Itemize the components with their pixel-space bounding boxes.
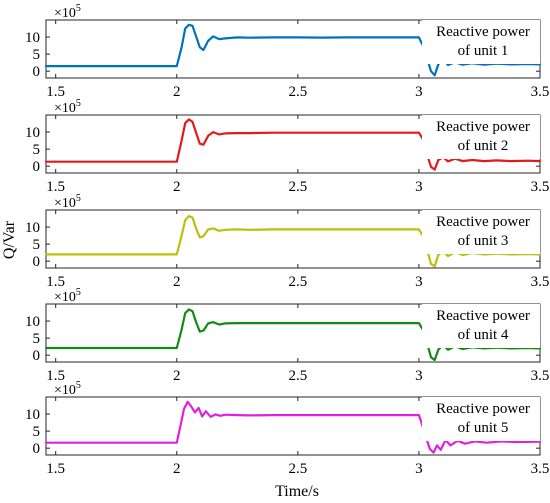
x-tick-label: 3.5	[531, 368, 550, 384]
y-tick-label: 10	[25, 30, 40, 46]
y-multiplier-label: ×105	[54, 98, 81, 116]
legend-label-line-1: Reactive power	[436, 119, 530, 135]
legend-label-line-2: of unit 1	[458, 43, 509, 59]
y-tick-label: 5	[33, 47, 41, 63]
x-tick-label: 1.5	[46, 274, 65, 290]
x-tick-label: 2	[173, 461, 181, 477]
y-tick-label: 5	[33, 142, 41, 158]
x-tick-label: 2	[173, 179, 181, 195]
legend-label-line-1: Reactive power	[436, 401, 530, 417]
series-line-unit-3	[44, 215, 542, 268]
x-tick-label: 1.5	[46, 461, 65, 477]
x-tick-label: 2	[173, 84, 181, 100]
legend-label-line-1: Reactive power	[436, 24, 530, 40]
y-tick-label: 5	[33, 237, 41, 253]
legend-label-line-1: Reactive power	[436, 308, 530, 324]
x-tick-label: 2.5	[288, 461, 307, 477]
y-tick-label: 0	[33, 159, 41, 175]
y-tick-label: 0	[33, 254, 41, 270]
legend-label-line-2: of unit 5	[458, 420, 509, 436]
y-multiplier-label: ×105	[54, 193, 81, 211]
legend-box	[422, 397, 540, 441]
series-line-unit-4	[44, 308, 542, 362]
x-axis-label: Time/s	[275, 483, 319, 500]
y-multiplier-label: ×105	[54, 287, 81, 305]
legend-label-line-2: of unit 3	[458, 233, 509, 249]
y-tick-label: 5	[33, 331, 41, 347]
x-tick-label: 3	[415, 368, 423, 384]
y-tick-label: 0	[33, 64, 41, 80]
legend-label-line-2: of unit 4	[458, 327, 509, 343]
x-tick-label: 1.5	[46, 84, 65, 100]
legend-label-line-2: of unit 2	[458, 138, 509, 154]
x-tick-label: 2.5	[288, 179, 307, 195]
x-tick-label: 3.5	[531, 274, 550, 290]
series-line-unit-5	[44, 400, 542, 454]
legend-box	[422, 20, 540, 64]
legend-label-line-1: Reactive power	[436, 214, 530, 230]
y-tick-label: 0	[33, 348, 41, 364]
x-tick-label: 2	[173, 368, 181, 384]
y-axis-label: Q/Var	[1, 220, 18, 259]
x-tick-label: 3	[415, 274, 423, 290]
x-tick-label: 2.5	[288, 368, 307, 384]
legend-box	[422, 210, 540, 254]
x-tick-label: 1.5	[46, 368, 65, 384]
y-tick-label: 5	[33, 424, 41, 440]
x-tick-label: 2.5	[288, 84, 307, 100]
x-tick-label: 3.5	[531, 179, 550, 195]
y-multiplier-label: ×105	[54, 380, 81, 398]
y-tick-label: 10	[25, 407, 40, 423]
series-line-unit-2	[44, 118, 542, 171]
x-tick-label: 3.5	[531, 461, 550, 477]
y-tick-label: 10	[25, 220, 40, 236]
y-multiplier-label: ×105	[54, 3, 81, 21]
x-tick-label: 3	[415, 461, 423, 477]
y-tick-label: 0	[33, 441, 41, 457]
y-tick-label: 10	[25, 125, 40, 141]
legend-box	[422, 115, 540, 159]
x-tick-label: 3.5	[531, 84, 550, 100]
series-line-unit-1	[44, 23, 542, 77]
x-tick-label: 3	[415, 84, 423, 100]
x-tick-label: 3	[415, 179, 423, 195]
x-tick-label: 2	[173, 274, 181, 290]
y-tick-label: 10	[25, 314, 40, 330]
x-tick-label: 2.5	[288, 274, 307, 290]
legend-box	[422, 304, 540, 348]
x-tick-label: 1.5	[46, 179, 65, 195]
